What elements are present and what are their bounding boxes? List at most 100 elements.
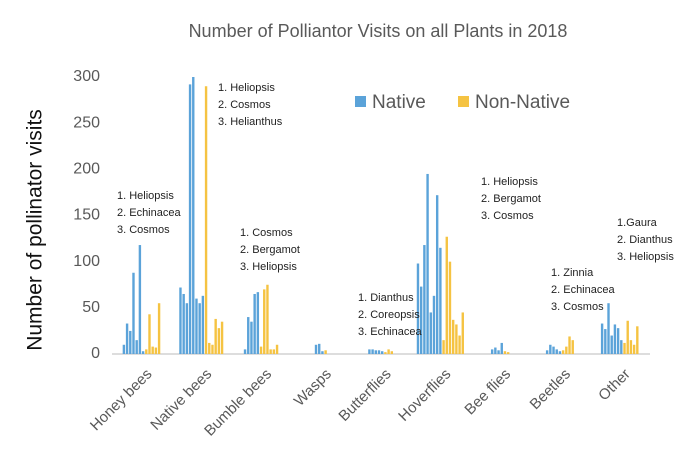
- bar: [626, 320, 629, 354]
- bar: [195, 298, 198, 354]
- bar: [368, 349, 371, 354]
- bar: [129, 330, 132, 354]
- bar: [435, 195, 439, 354]
- bar: [506, 352, 510, 354]
- annotation: 2. Cosmos: [218, 99, 271, 111]
- bar: [125, 323, 129, 354]
- bar: [182, 293, 185, 354]
- bar: [208, 342, 211, 354]
- bar: [442, 340, 445, 354]
- bar: [423, 245, 426, 354]
- bar: [250, 321, 253, 354]
- annotation: 3. Cosmos: [481, 210, 534, 222]
- bar: [243, 349, 247, 354]
- bar: [494, 347, 497, 354]
- bar: [448, 261, 452, 354]
- annotation: 2. Bergamot: [481, 193, 541, 205]
- bar: [263, 289, 266, 354]
- bar: [145, 349, 148, 354]
- x-tick-label: Honey bees: [87, 366, 156, 435]
- bar: [607, 303, 610, 354]
- annotation: 2. Dianthus: [617, 234, 673, 246]
- bar: [429, 312, 432, 354]
- bar: [558, 351, 562, 354]
- bar: [419, 286, 423, 354]
- x-tick-label: Other: [595, 366, 634, 405]
- x-tick-label: Butterflies: [335, 366, 394, 425]
- bar: [321, 351, 324, 354]
- bar: [247, 317, 250, 354]
- bar: [387, 349, 390, 354]
- bar: [629, 340, 633, 354]
- bar: [151, 346, 154, 354]
- annotation: 1. Dianthus: [358, 292, 414, 304]
- bar: [451, 319, 455, 354]
- annotation: 3. Heliopsis: [240, 261, 297, 273]
- y-tick-label: 200: [73, 161, 100, 178]
- bar: [138, 245, 142, 354]
- y-tick-label: 150: [73, 207, 100, 224]
- bar: [220, 321, 224, 354]
- bar: [565, 346, 568, 354]
- y-tick-label: 50: [82, 299, 100, 316]
- bar: [636, 326, 639, 354]
- bar: [214, 318, 217, 354]
- annotation: 1. Heliopsis: [481, 176, 538, 188]
- bar: [555, 349, 558, 354]
- bar: [381, 351, 384, 354]
- bar: [211, 344, 214, 354]
- bar: [269, 349, 272, 354]
- bar: [374, 350, 377, 354]
- bar: [445, 236, 448, 354]
- annotation: 1. Heliopsis: [218, 82, 275, 94]
- x-tick-label: Wasps: [291, 366, 335, 410]
- bar: [272, 349, 276, 354]
- annotation: 2. Bergamot: [240, 244, 300, 256]
- bar: [259, 346, 263, 354]
- bar: [185, 303, 189, 354]
- bar: [561, 350, 565, 354]
- bar: [154, 347, 158, 354]
- y-axis-title: Number of pollinator visits: [24, 109, 47, 351]
- bar: [552, 346, 555, 354]
- bar: [455, 324, 458, 354]
- bar: [324, 350, 327, 354]
- bar: [571, 340, 574, 354]
- annotation: 1. Zinnia: [551, 267, 594, 279]
- legend-swatch: [458, 96, 469, 107]
- annotation: 1. Heliopsis: [117, 190, 174, 202]
- x-tick-label: Beetles: [527, 366, 574, 413]
- bar: [256, 292, 260, 354]
- bar: [141, 351, 145, 354]
- bar: [426, 173, 429, 354]
- annotation: 2. Echinacea: [117, 207, 181, 219]
- annotation: 3. Heliopsis: [617, 251, 674, 263]
- x-tick-label: Bee flies: [461, 366, 514, 419]
- y-tick-label: 250: [73, 114, 100, 131]
- bar: [458, 335, 461, 354]
- bar: [461, 312, 464, 354]
- bar: [318, 343, 321, 354]
- bar: [490, 349, 494, 354]
- bar: [432, 295, 436, 354]
- legend-label: Non-Native: [475, 92, 570, 113]
- y-tick-label: 100: [73, 253, 100, 270]
- bar: [600, 323, 604, 354]
- bar: [201, 295, 205, 354]
- bar: [179, 287, 182, 354]
- bar: [549, 344, 552, 354]
- bar: [314, 344, 318, 354]
- bar: [620, 340, 623, 354]
- bar: [613, 324, 617, 354]
- bar: [616, 328, 620, 354]
- legend-label: Native: [372, 92, 426, 113]
- bar: [439, 247, 442, 354]
- annotation: 3. Helianthus: [218, 116, 283, 128]
- bar: [198, 303, 201, 354]
- x-tick-label: Hoverflies: [395, 366, 454, 425]
- bar: [500, 342, 503, 354]
- bar: [623, 342, 626, 354]
- bar: [390, 351, 393, 354]
- bar: [545, 350, 549, 354]
